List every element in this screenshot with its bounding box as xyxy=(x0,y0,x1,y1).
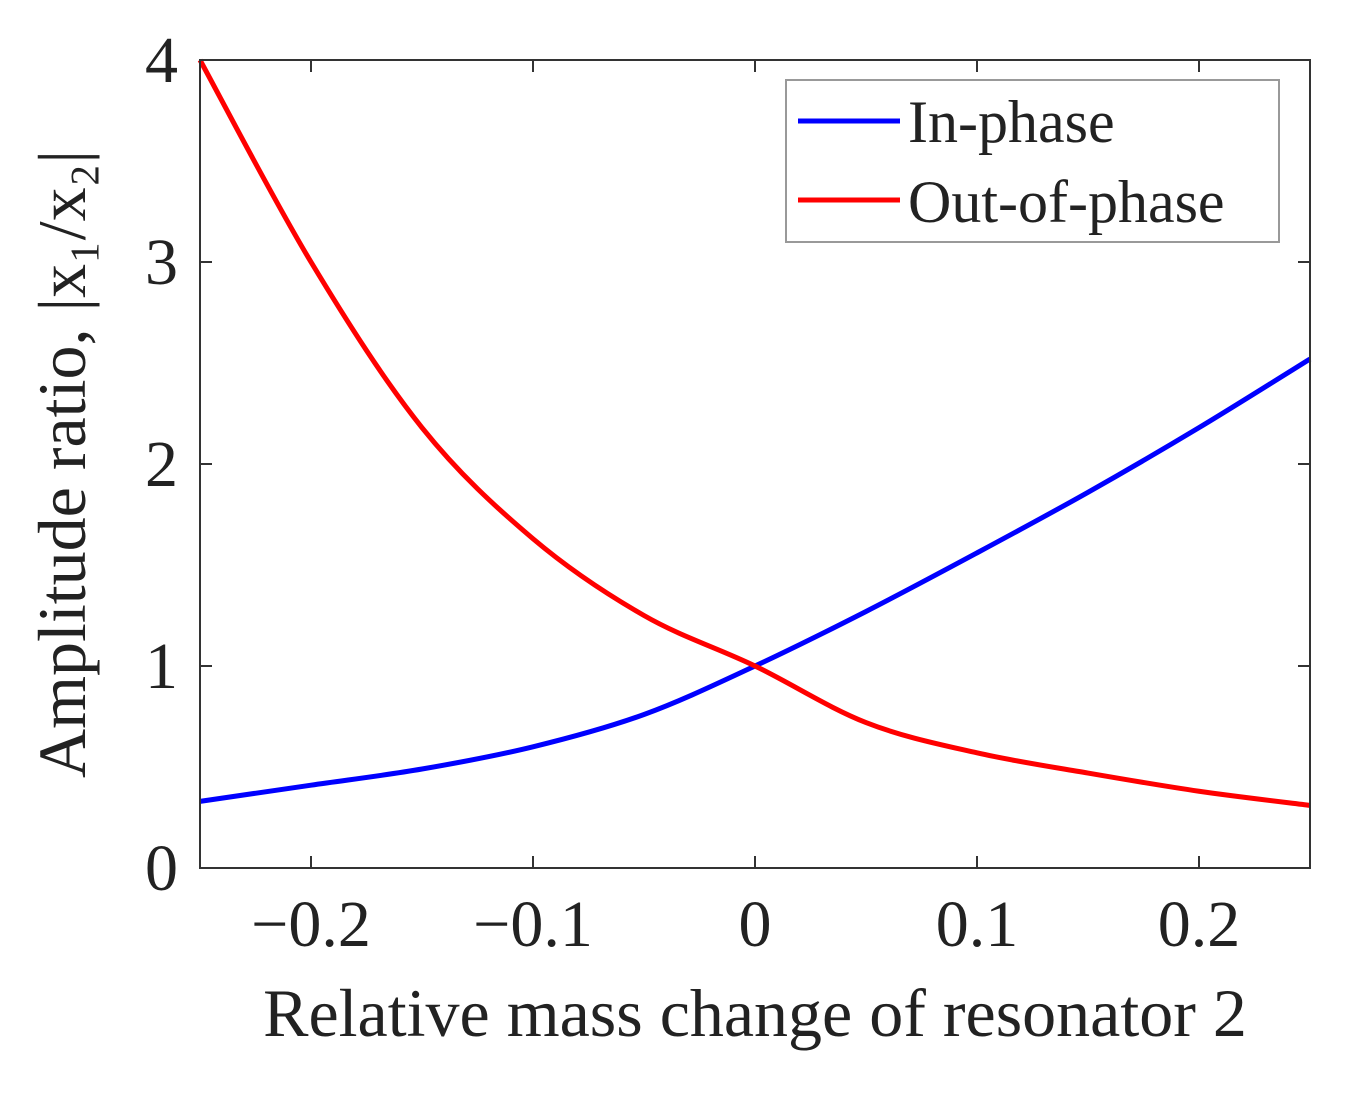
x-tick-label: −0.1 xyxy=(473,888,593,961)
series-line-out-of-phase xyxy=(197,58,1311,808)
x-tick-label: 0.1 xyxy=(936,888,1019,961)
series-layer xyxy=(197,58,1312,808)
legend-label-out-of-phase: Out-of-phase xyxy=(908,169,1225,235)
x-tick-label: 0 xyxy=(739,888,772,961)
y-axis-title: Amplitude ratio, |x₁/x₂| xyxy=(24,150,100,778)
y-tick-label: 3 xyxy=(145,226,178,299)
x-tick-label: −0.2 xyxy=(251,888,371,961)
y-tick-label: 1 xyxy=(145,630,178,703)
ticks-layer: −0.2 −0.1 0 0.1 0.2 0 1 2 3 4 xyxy=(145,24,1310,961)
series-line-in-phase xyxy=(199,356,1312,804)
legend: In-phase Out-of-phase xyxy=(785,79,1280,243)
x-tick-label: 0.2 xyxy=(1158,888,1241,961)
legend-label-in-phase: In-phase xyxy=(908,89,1115,155)
y-tick-label: 2 xyxy=(145,428,178,501)
y-tick-label: 0 xyxy=(145,832,178,905)
y-tick-label: 4 xyxy=(145,24,178,97)
x-axis-title: Relative mass change of resonator 2 xyxy=(263,975,1247,1051)
legend-box xyxy=(785,79,1280,243)
